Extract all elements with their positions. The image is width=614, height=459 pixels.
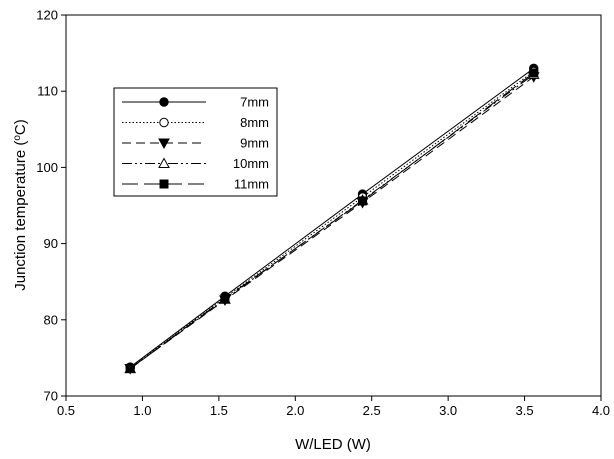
series-layer — [124, 63, 540, 375]
plot-frame — [65, 14, 602, 397]
y-axis-title-paren-open: ( — [12, 141, 29, 150]
x-tick-label: 1.5 — [210, 403, 228, 418]
data-point — [529, 68, 539, 78]
legend-label: 7mm — [240, 95, 269, 110]
y-tick-label: 90 — [44, 236, 58, 251]
y-axis-title-degree: o — [12, 135, 23, 141]
y-axis-title-main: Junction temperature — [12, 150, 29, 291]
legend-label: 11mm — [234, 177, 269, 192]
x-tick-label: 4.0 — [592, 403, 610, 418]
series-line — [129, 70, 535, 369]
legend-label: 8mm — [240, 115, 269, 130]
legend-item: 7mm — [122, 95, 269, 110]
y-tick-label: 100 — [36, 160, 58, 175]
legend-box — [113, 87, 278, 197]
x-axis: 0.5 1.0 1.5 2.0 2.5 3.0 3.5 4.0 — [57, 396, 610, 418]
legend-marker — [159, 117, 169, 128]
legend-marker — [158, 157, 170, 168]
legend-marker — [159, 179, 169, 189]
legend-item: 10mm — [122, 156, 269, 171]
series-11mm — [125, 68, 539, 374]
y-axis: 70 80 90 100 110 120 — [36, 8, 66, 404]
x-tick-label: 3.5 — [516, 403, 534, 418]
x-tick-label: 1.0 — [133, 403, 151, 418]
data-point — [220, 293, 230, 303]
y-tick-label: 70 — [44, 389, 58, 404]
legend-item: 8mm — [122, 115, 269, 130]
x-axis-title: W/LED (W) — [295, 436, 371, 453]
y-tick-label: 110 — [37, 84, 58, 99]
legend-label: 9mm — [240, 136, 269, 151]
series-line — [129, 72, 535, 369]
legend-item: 11mm — [122, 177, 269, 192]
y-axis-title: Junction temperature (oC) — [12, 119, 30, 291]
legend-label: 10mm — [233, 156, 269, 171]
legend-marker — [159, 97, 169, 107]
y-tick-label: 120 — [36, 8, 58, 23]
series-line — [129, 76, 535, 369]
data-point — [125, 364, 135, 374]
legend-item: 9mm — [122, 136, 269, 151]
x-tick-label: 2.5 — [363, 403, 381, 418]
x-tick-label: 2.0 — [286, 403, 304, 418]
y-tick-label: 80 — [44, 312, 58, 327]
x-tick-label: 0.5 — [57, 403, 75, 418]
data-point — [358, 196, 368, 206]
legend: 7mm 8mm 9mm 10mm 11mm — [113, 87, 278, 197]
y-axis-title-paren-close: ) — [12, 119, 29, 124]
y-axis-title-unit: C — [12, 124, 29, 135]
legend-marker — [158, 138, 170, 150]
series-line — [129, 67, 535, 368]
x-tick-label: 3.0 — [439, 403, 457, 418]
